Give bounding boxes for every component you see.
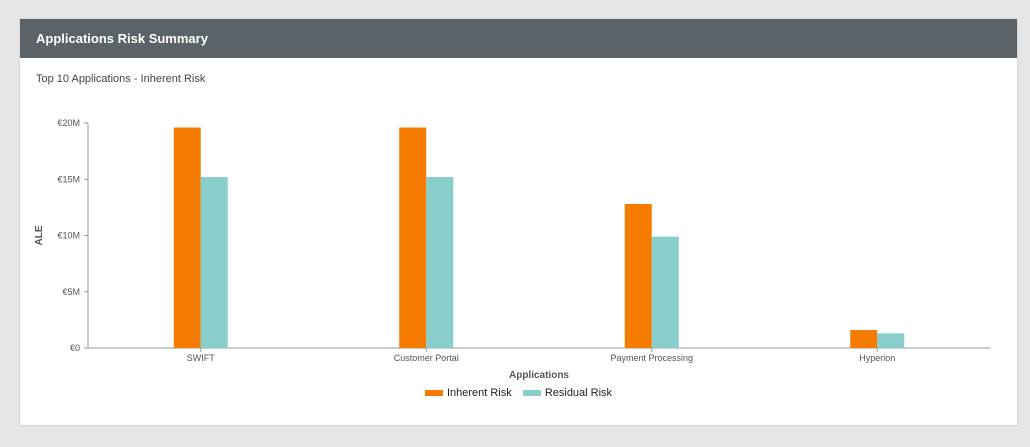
bar-residual-risk — [651, 236, 679, 348]
bar-inherent-risk — [399, 127, 427, 348]
y-axis-label: ALE — [34, 225, 45, 245]
x-tick-label: SWIFT — [187, 353, 215, 363]
bar-inherent-risk — [850, 330, 878, 348]
legend-label-inherent-risk: Inherent Risk — [446, 387, 512, 399]
bar-inherent-risk — [173, 127, 201, 348]
x-axis-label: Applications — [509, 370, 569, 381]
bar-residual-risk — [877, 333, 905, 348]
chart-legend: Inherent Risk Residual Risk — [20, 387, 1017, 399]
y-tick-label: €10M — [57, 231, 80, 241]
x-tick-label: Payment Processing — [610, 353, 693, 363]
chart-title: Top 10 Applications - Inherent Risk — [36, 73, 206, 85]
y-tick-label: €5M — [62, 287, 80, 297]
applications-risk-card: Applications Risk Summary Top 10 Applica… — [19, 18, 1018, 426]
legend-item-residual-risk[interactable]: Residual Risk — [522, 387, 613, 399]
bar-residual-risk — [426, 177, 454, 348]
legend-label-residual-risk: Residual Risk — [544, 387, 613, 399]
y-tick-label: €20M — [57, 118, 80, 128]
bar-residual-risk — [200, 177, 228, 348]
x-tick-label: Customer Portal — [394, 353, 459, 363]
panel-title: Applications Risk Summary — [36, 31, 208, 46]
x-tick-label: Hyperion — [859, 353, 895, 363]
y-tick-label: €15M — [57, 174, 80, 184]
card-header: Applications Risk Summary — [20, 19, 1017, 58]
y-tick-label: €0 — [70, 343, 80, 353]
legend-swatch-inherent-risk — [424, 390, 443, 396]
bar-inherent-risk — [624, 204, 652, 348]
legend-swatch-residual-risk — [522, 390, 541, 396]
legend-item-inherent-risk[interactable]: Inherent Risk — [424, 387, 512, 399]
bar-chart: €0 €5M €10M €15M €20M ALE SWIFT Customer Portal… — [34, 118, 990, 381]
